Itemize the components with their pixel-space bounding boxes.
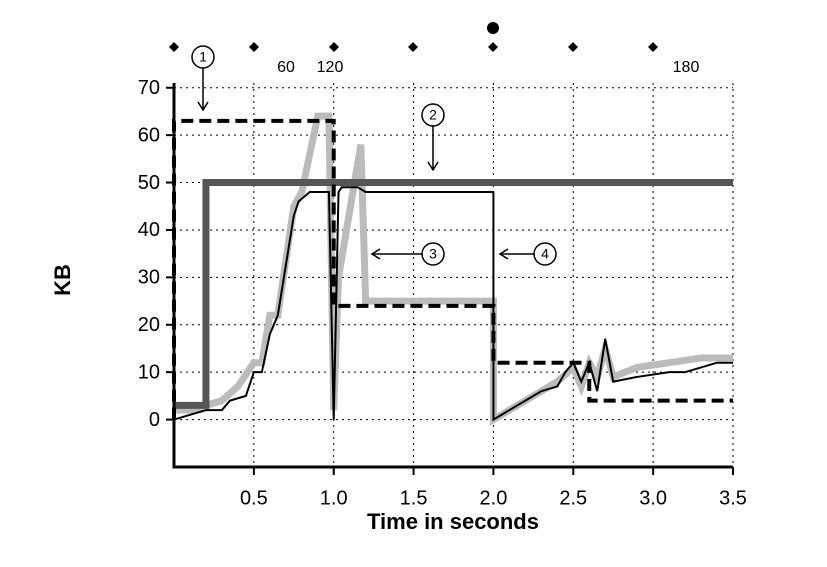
y-axis-label: KB <box>50 264 75 296</box>
annotation: 3 <box>429 246 437 262</box>
y-tick-label: 70 <box>138 77 160 99</box>
x-tick-label: 2.0 <box>480 487 508 509</box>
x-tick-label: 0.5 <box>240 487 268 509</box>
series-line <box>173 186 733 422</box>
annotation: 2 <box>429 107 437 123</box>
y-tick-label: 40 <box>138 219 160 241</box>
markers <box>169 22 658 52</box>
top-label: 120 <box>317 59 344 76</box>
top-label: 60 <box>277 59 295 76</box>
x-axis-label: Time in seconds <box>367 509 539 534</box>
x-tick-label: 2.5 <box>559 487 587 509</box>
y-tick-label: 20 <box>138 314 160 336</box>
y-tick-label: 10 <box>138 361 160 383</box>
y-tick-label: 60 <box>138 124 160 146</box>
x-tick-label: 1.5 <box>400 487 428 509</box>
x-tick-label: 3.0 <box>639 487 667 509</box>
annotation: 4 <box>541 246 549 262</box>
axes <box>172 83 733 469</box>
annotations <box>191 45 557 266</box>
series-line <box>174 179 733 409</box>
x-tick-label: 1.0 <box>320 487 348 509</box>
y-tick-label: 30 <box>138 267 160 289</box>
plot <box>172 112 733 426</box>
y-tick-label: 50 <box>138 172 160 194</box>
x-tick-label: 3.5 <box>719 487 747 509</box>
annotation: 1 <box>199 49 207 65</box>
y-tick-label: 0 <box>149 409 160 431</box>
top-label: 180 <box>673 59 700 76</box>
